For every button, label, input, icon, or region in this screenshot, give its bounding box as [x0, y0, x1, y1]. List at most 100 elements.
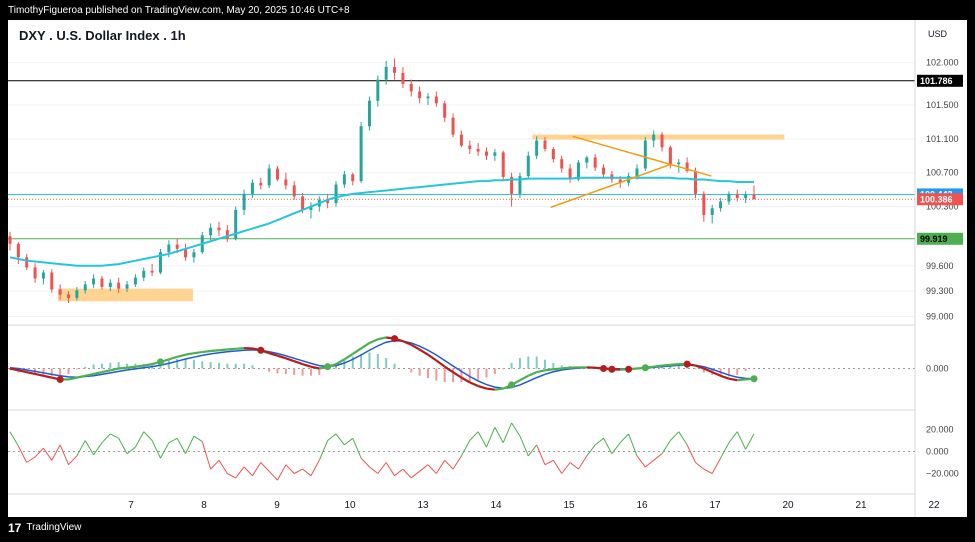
osc1-macd-segment	[553, 367, 562, 371]
price-label-box	[917, 74, 963, 87]
osc2-segment	[84, 440, 95, 456]
osc2-segment	[511, 422, 521, 437]
osc1-macd-segment	[670, 363, 679, 366]
osc2-segment	[670, 431, 680, 441]
osc2-segment	[477, 431, 487, 448]
time-tick-label: 14	[490, 500, 502, 511]
osc1-macd-segment	[544, 368, 554, 372]
osc2-segment	[101, 433, 111, 444]
candle-body	[384, 66, 388, 80]
osc1-macd-segment	[76, 374, 86, 379]
osc2-segment	[51, 444, 61, 461]
candle-body	[501, 152, 505, 177]
osc2-segment	[645, 459, 654, 468]
time-tick-label: 22	[928, 500, 940, 511]
candle-body	[476, 149, 480, 152]
osc1-macd-segment	[335, 358, 345, 366]
candle-body	[702, 193, 706, 215]
osc1-macd-segment	[519, 374, 529, 382]
price-tick-label: 99.300	[926, 286, 954, 296]
chart-canvas[interactable]: 102.000 101.500 101.100 100.700 100.300 99.60…	[8, 20, 967, 517]
axis-layer: 102.000 101.500 101.100 100.700 100.300 99.60…	[128, 58, 963, 511]
osc2-segment	[344, 437, 354, 446]
chart-area: 102.000 101.500 101.100 100.700 100.300 99.60…	[8, 20, 967, 517]
osc1-macd-segment	[369, 338, 379, 344]
candle-body	[326, 199, 330, 204]
candle-body	[100, 278, 104, 287]
osc2-segment	[310, 460, 320, 476]
price-tick-label: 99.000	[926, 312, 954, 322]
osc2-segment	[686, 444, 696, 463]
candle-body	[209, 227, 213, 236]
time-tick-label: 16	[636, 500, 648, 511]
osc2-segment	[176, 438, 186, 454]
trendline	[550, 163, 672, 209]
candle-body	[25, 257, 29, 268]
chart-title: DXY . U.S. Dollar Index . 1h	[19, 28, 186, 43]
osc1-macd-segment	[444, 365, 454, 374]
osc1-macd-segment	[135, 364, 144, 368]
osc1-macd-segment	[452, 371, 463, 379]
osc1-macd-segment	[110, 367, 119, 372]
osc2-tick-label: −20.000	[926, 469, 959, 479]
candle-body	[108, 282, 112, 287]
candle-body	[585, 157, 589, 163]
candle-body	[668, 147, 672, 165]
osc1-macd-segment	[427, 353, 437, 362]
osc2-segment	[444, 459, 454, 470]
time-tick-label: 13	[417, 500, 429, 511]
candle-body	[367, 100, 371, 127]
osc1-macd-segment	[477, 384, 487, 390]
osc1-cross-marker	[508, 381, 516, 389]
candle-body	[719, 201, 723, 209]
price-tick-label: 100.300	[926, 202, 959, 212]
candle-body	[167, 244, 171, 253]
candle-body	[652, 134, 656, 141]
brand-footer: 17 TradingView	[8, 519, 81, 537]
osc1-macd-segment	[360, 342, 371, 350]
candle-body	[117, 282, 121, 289]
candle-body	[259, 182, 263, 186]
osc2-segment	[252, 462, 262, 476]
candle-body	[693, 171, 697, 194]
candle-body	[660, 134, 664, 148]
osc2-segment	[519, 435, 529, 457]
osc1-macd-segment	[210, 349, 220, 353]
osc1-macd-segment	[711, 371, 722, 377]
osc1-macd-segment	[728, 377, 738, 382]
osc1-macd-segment	[494, 387, 504, 391]
osc2-segment	[494, 427, 504, 443]
osc2-segment	[628, 433, 638, 457]
candle-body	[576, 162, 580, 180]
candle-body	[150, 270, 154, 273]
candle-body	[67, 294, 71, 298]
candles-layer	[8, 58, 756, 303]
osc2-segment	[636, 455, 646, 468]
price-tick-label: 99.600	[926, 261, 954, 271]
osc2-segment	[160, 442, 170, 459]
osc2-segment	[17, 445, 28, 463]
candle-body	[752, 194, 756, 199]
osc1-macd-segment	[402, 340, 412, 346]
osc2-segment	[293, 468, 303, 474]
osc2-segment	[335, 433, 345, 446]
candle-body	[8, 236, 12, 244]
osc1-macd-segment	[419, 348, 429, 356]
osc1-cross-marker	[750, 375, 758, 383]
osc1-cross-marker	[600, 365, 608, 372]
candle-body	[83, 284, 87, 291]
osc1-macd-segment	[168, 355, 178, 361]
candle-body	[242, 193, 246, 210]
osc2-segment	[227, 473, 236, 479]
osc1-macd-segment	[527, 371, 538, 377]
moving-average-line	[9, 176, 754, 267]
osc2-segment	[59, 444, 69, 465]
candle-body	[568, 168, 572, 180]
osc2-segment	[260, 462, 270, 472]
osc1-cross-marker	[683, 360, 691, 368]
osc2-tick-label: 20.000	[926, 425, 954, 435]
price-tick-label: 102.000	[926, 58, 959, 68]
osc2-segment	[110, 433, 119, 439]
candle-body	[535, 140, 539, 156]
candle-body	[451, 117, 455, 135]
